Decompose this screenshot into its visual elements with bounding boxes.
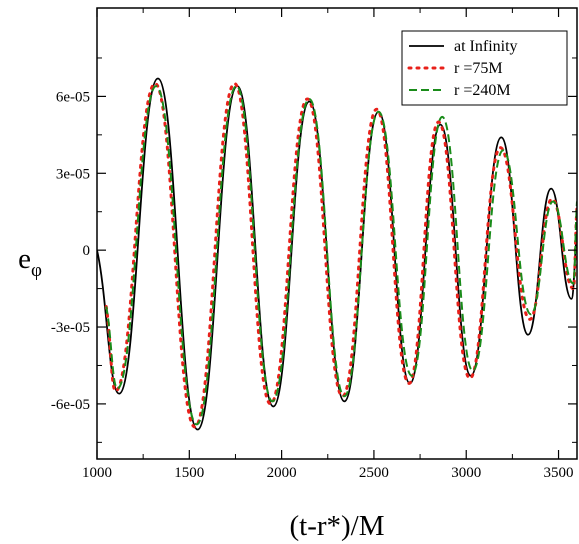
x-tick-label: 1500 (174, 465, 204, 481)
series-line-2 (104, 82, 577, 429)
y-axis-label: eφ (18, 243, 42, 281)
legend-box (401, 30, 568, 106)
y-axis-ticks: 6e-05 3e-05 0 -3e-05 -6e-05 (51, 57, 577, 443)
x-tick-label: 2000 (267, 465, 297, 481)
series-curves (97, 77, 577, 431)
y-tick-label: 6e-05 (56, 89, 90, 105)
x-tick-label: 3000 (451, 465, 481, 481)
x-tick-label: 1000 (82, 465, 112, 481)
y-axis-label-main: e (18, 243, 31, 275)
y-tick-label: -6e-05 (51, 397, 90, 413)
legend-label-2: r =75M (454, 60, 503, 77)
legend-label-3: r =240M (454, 82, 511, 99)
series-line-3 (105, 85, 577, 426)
x-axis-ticks: 1000 1500 2000 2500 3000 3500 (82, 8, 574, 481)
y-tick-label: 0 (83, 243, 91, 259)
x-tick-label: 3500 (544, 465, 574, 481)
y-axis-label-subscript: φ (31, 260, 42, 281)
x-axis-label: (t-r*)/M (289, 510, 384, 542)
x-tick-label: 2500 (359, 465, 389, 481)
y-tick-label: -3e-05 (51, 320, 90, 336)
legend: at Infinity r =75M r =240M (401, 30, 568, 106)
y-tick-label: 3e-05 (56, 166, 90, 182)
plot-frame (96, 7, 578, 460)
legend-label-1: at Infinity (454, 38, 518, 55)
